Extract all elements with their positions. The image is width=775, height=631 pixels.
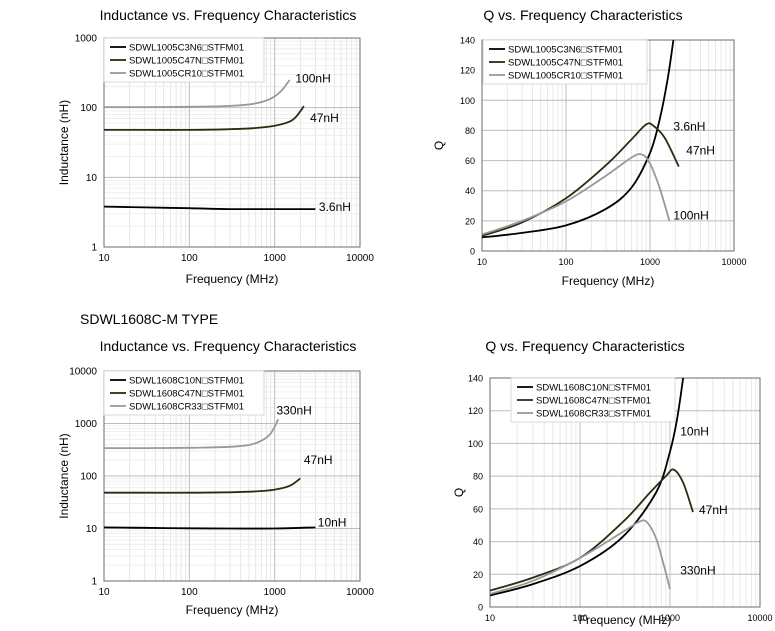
x-tick-label: 100 (181, 253, 198, 264)
y-tick-label: 80 (473, 472, 483, 482)
legend-entry: SDWL1608C10N□STFM01 (536, 383, 651, 394)
x-tick-label: 10 (477, 257, 487, 267)
y-tick-label: 100 (460, 96, 475, 106)
series-annotation: 3.6nH (319, 200, 351, 214)
y-tick-label: 40 (465, 186, 475, 196)
legend-entry: SDWL1005C47N□STFM01 (508, 58, 623, 69)
series-annotation: 100nH (295, 71, 330, 85)
legend-entry: SDWL1608CR33□STFM01 (129, 402, 244, 413)
x-axis-label: Frequency (MHz) (562, 274, 655, 288)
series-annotation: 47nH (686, 144, 715, 158)
chart-3: 10 100 1000 10000110100100010000Inductance … (57, 338, 374, 617)
y-tick-label: 1000 (75, 419, 98, 430)
x-tick-label: 100 (558, 257, 573, 267)
legend-entry: SDWL1005C47N□STFM01 (129, 56, 244, 67)
legend-entry: SDWL1005C3N6□STFM01 (129, 43, 244, 54)
legend-entry: SDWL1608C10N□STFM01 (129, 376, 244, 387)
legend-entry: SDWL1005CR10□STFM01 (129, 69, 244, 80)
series-line-2 (104, 105, 305, 131)
x-tick-label: 100 (181, 587, 198, 598)
chart-title: Q vs. Frequency Characteristics (485, 338, 684, 354)
y-tick-label: 140 (468, 374, 483, 384)
y-axis-label: Inductance (nH) (57, 433, 71, 518)
y-tick-label: 1 (91, 243, 97, 254)
x-tick-label: 10000 (346, 253, 374, 264)
x-tick-label: 10 (98, 253, 110, 264)
section-title: SDWL1608C-M TYPE (80, 311, 219, 327)
y-tick-label: 40 (473, 537, 483, 547)
y-tick-label: 140 (460, 36, 475, 46)
y-tick-label: 10 (86, 524, 98, 535)
x-axis-label: Frequency (MHz) (579, 613, 672, 627)
series-annotation: 330nH (680, 563, 715, 577)
series-annotation: 10nH (680, 424, 709, 438)
legend-box (510, 377, 676, 423)
y-tick-label: 0 (478, 603, 483, 613)
x-tick-label: 100 (572, 613, 587, 623)
series-annotation: 47nH (304, 453, 333, 467)
y-tick-label: 10 (86, 173, 98, 184)
series-line-3 (490, 519, 671, 595)
series-line-3 (104, 79, 291, 108)
series-line-1 (104, 526, 316, 530)
x-axis-label: Frequency (MHz) (186, 603, 279, 617)
chart-2: 10 100 1000 10000 0 20 40 60 80 100 120 140 Q vs. Fr… (432, 7, 747, 288)
series-annotation: 100nH (673, 208, 708, 222)
y-axis-label: Q (452, 488, 466, 497)
x-tick-label: 1000 (660, 613, 680, 623)
y-axis-label: Inductance (nH) (57, 100, 71, 185)
series-annotation: 47nH (699, 503, 728, 517)
y-tick-label: 1 (91, 577, 97, 588)
legend-box (482, 39, 648, 85)
legend-box (103, 37, 265, 83)
y-tick-label: 100 (80, 103, 97, 114)
y-tick-label: 120 (468, 406, 483, 416)
x-tick-label: 1000 (640, 257, 660, 267)
y-tick-label: 20 (465, 216, 475, 226)
x-tick-label: 1000 (264, 587, 287, 598)
x-tick-label: 1000 (264, 253, 287, 264)
chart-title: Q vs. Frequency Characteristics (483, 7, 682, 23)
y-tick-label: 10000 (69, 367, 97, 378)
series-annotation: 10nH (318, 515, 347, 529)
legend-entry: SDWL1005C3N6□STFM01 (508, 45, 623, 56)
y-tick-label: 100 (468, 439, 483, 449)
y-tick-label: 0 (470, 247, 475, 257)
chart-4: 10 100 1000 10000 0 20 40 60 80 100 120 140 Q vs. Fr… (452, 338, 773, 627)
x-tick-label: 10000 (346, 587, 374, 598)
legend-entry: SDWL1608C47N□STFM01 (536, 396, 651, 407)
series-line-1 (490, 378, 685, 597)
series-line-2 (482, 122, 680, 237)
x-axis-label: Frequency (MHz) (186, 272, 279, 286)
y-tick-label: 1000 (75, 34, 98, 45)
series-line-2 (104, 477, 301, 494)
legend-entry: SDWL1608C47N□STFM01 (129, 389, 244, 400)
chart-title: Inductance vs. Frequency Characteristics (100, 338, 357, 354)
series-annotation: 3.6nH (673, 119, 705, 133)
series-line-3 (104, 418, 280, 450)
y-tick-label: 120 (460, 66, 475, 76)
y-tick-label: 60 (465, 156, 475, 166)
legend-entry: SDWL1005CR10□STFM01 (508, 71, 623, 82)
y-tick-label: 60 (473, 504, 483, 514)
x-tick-label: 10000 (721, 257, 746, 267)
x-tick-label: 10 (98, 587, 110, 598)
y-tick-label: 20 (473, 570, 483, 580)
y-tick-label: 100 (80, 472, 97, 483)
series-line-1 (104, 205, 316, 211)
y-tick-label: 80 (465, 126, 475, 136)
legend-entry: SDWL1608CR33□STFM01 (536, 409, 651, 420)
series-annotation: 47nH (310, 111, 339, 125)
x-tick-label: 10000 (747, 613, 772, 623)
series-line-3 (482, 153, 671, 236)
series-line-1 (482, 40, 675, 239)
x-tick-label: 10 (485, 613, 495, 623)
series-line-2 (490, 468, 694, 592)
legend-box (103, 370, 265, 416)
series-annotation: 330nH (276, 403, 311, 417)
chart-title: Inductance vs. Frequency Characteristics (100, 7, 357, 23)
y-axis-label: Q (432, 141, 446, 150)
